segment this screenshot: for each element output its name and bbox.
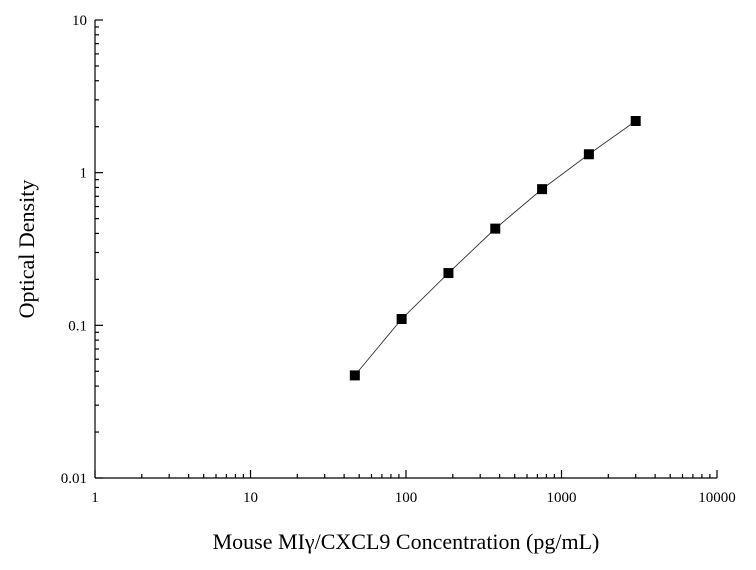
data-point [583,149,594,160]
series-layer [349,116,641,381]
x-tick-label: 1 [91,490,99,506]
y-tick-label: 1 [80,166,88,182]
x-axis-ticks: 1 10 100 1000 10000 [91,470,736,506]
x-axis-title: Mouse MIγ/CXCL9 Concentration (pg/mL) [213,529,600,554]
y-tick-label: 0.01 [61,471,87,487]
y-tick-label: 10 [72,13,87,29]
x-tick-label: 1000 [547,490,577,506]
y-axis-title: Optical Density [14,180,39,319]
x-tick-label: 10 [243,490,258,506]
y-axis-ticks: 0.01 0.1 1 10 [61,13,103,487]
x-tick-label: 100 [395,490,418,506]
data-point [349,370,360,381]
data-point [396,314,407,325]
x-tick-label: 10000 [698,490,736,506]
data-point [443,268,454,279]
data-point [537,184,548,195]
y-tick-label: 0.1 [68,318,87,334]
data-point [490,223,501,234]
data-point [630,116,641,126]
axes [94,20,717,479]
